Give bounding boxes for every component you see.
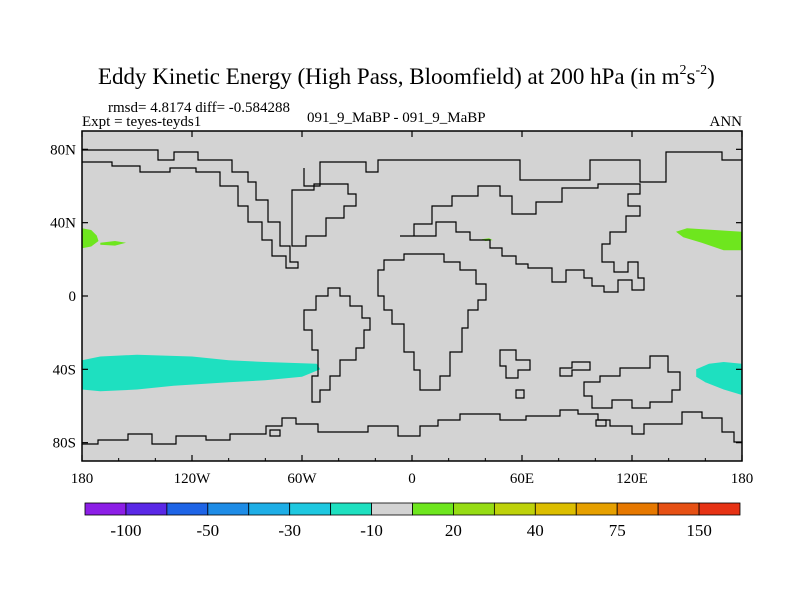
colorbar: -100 -50 -30 -10 20 40 75 150 [84, 502, 741, 540]
y-tick-label: 40S [53, 362, 76, 378]
y-axis: 80N 40N 0 40S 80S [50, 142, 742, 452]
coastline-eurasia [400, 183, 645, 293]
coastline-greenland [291, 183, 357, 247]
region-south-pacific-east-negative [696, 362, 742, 395]
colorbar-box [125, 502, 168, 516]
experiment-label: Expt = teyes-teyds1 [82, 114, 201, 130]
season-label: ANN [710, 114, 743, 130]
colorbar-box [207, 502, 250, 516]
region-south-pacific-negative [82, 354, 321, 392]
x-tick-label: 180 [731, 471, 754, 487]
colorbar-label: 40 [527, 521, 544, 540]
coastline-new-guinea [559, 361, 591, 377]
coastline-north-america [82, 149, 299, 269]
x-axis: 180 120W 60W 0 60E 120E 180 [71, 131, 754, 487]
coastline-island-2 [595, 419, 607, 427]
colorbar-label: -10 [360, 521, 383, 540]
colorbar-box [493, 502, 536, 516]
colorbar-box [84, 502, 127, 516]
colorbar-label: 20 [445, 521, 462, 540]
colorbar-box [453, 502, 495, 516]
colorbar-label: -30 [278, 521, 301, 540]
y-tick-label: 80S [53, 436, 76, 452]
colorbar-box [289, 502, 332, 516]
x-tick-label: 0 [408, 471, 416, 487]
colorbar-box [616, 502, 659, 516]
map-background [82, 131, 742, 461]
coastline-arctic [303, 151, 742, 187]
coastline-africa [377, 253, 487, 391]
coastline-south-america [303, 287, 371, 403]
colorbar-box [330, 502, 372, 516]
case-label: 091_9_MaBP - 091_9_MaBP [307, 110, 486, 126]
coastline-indonesia [499, 349, 531, 379]
x-tick-label: 120W [174, 471, 212, 487]
anomaly-regions [82, 228, 742, 395]
colorbar-label: -100 [110, 521, 141, 540]
colorbar-box [534, 502, 577, 516]
coastline-antarctica [82, 409, 742, 445]
colorbar-box [657, 502, 700, 516]
colorbar-box [412, 502, 454, 516]
colorbar-box [575, 502, 618, 516]
colorbar-label: 150 [686, 521, 712, 540]
y-tick-label: 0 [69, 289, 77, 305]
x-tick-label: 180 [71, 471, 94, 487]
x-tick-label: 120E [616, 471, 648, 487]
colorbar-box [698, 502, 741, 516]
colorbar-box [248, 502, 291, 516]
colorbar-label: 75 [609, 521, 626, 540]
y-tick-label: 40N [50, 216, 76, 232]
coastline-island-1 [269, 429, 281, 437]
coastlines [82, 149, 742, 445]
coastline-island-3 [515, 389, 525, 399]
stats-label: rmsd= 4.8174 diff= -0.584288 [108, 100, 290, 116]
region-west-pacific-north-positive [82, 228, 99, 249]
coastline-australia [583, 355, 681, 409]
x-tick-label: 60E [510, 471, 534, 487]
chart-title: Eddy Kinetic Energy (High Pass, Bloomfie… [98, 63, 715, 89]
colorbar-box [166, 502, 209, 516]
region-north-pacific-positive [676, 228, 742, 251]
y-tick-label: 80N [50, 142, 76, 158]
colorbar-label: -50 [196, 521, 219, 540]
colorbar-box [371, 502, 413, 516]
region-west-pacific-north-positive-small [100, 241, 126, 246]
x-tick-label: 60W [287, 471, 317, 487]
